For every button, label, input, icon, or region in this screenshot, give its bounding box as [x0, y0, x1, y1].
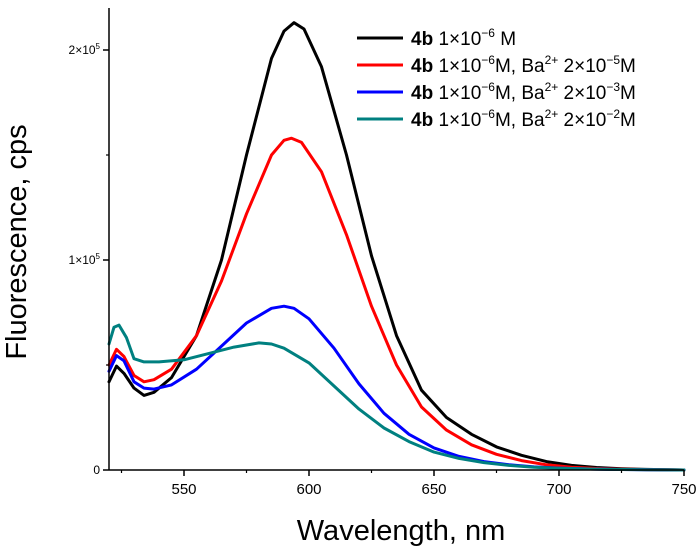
- x-tick-label: 550: [171, 481, 196, 498]
- series-layer: [107, 21, 686, 472]
- legend: 4b 1×10−6 M 4b 1×10−6M, Ba2+ 2×10−5M 4b 1×…: [357, 26, 636, 131]
- x-axis-title: Wavelength, nm: [297, 515, 505, 547]
- y-axis-title: Fluorescence, cps: [1, 124, 33, 359]
- legend-label-4: 4b 1×10−6M, Ba2+ 2×10−2M: [411, 107, 636, 131]
- ticks-layer: 550 600 650 700 750 0 1×105 2×105: [69, 42, 697, 498]
- legend-label-2: 4b 1×10−6M, Ba2+ 2×10−5M: [411, 53, 636, 77]
- x-tick-label: 600: [296, 481, 321, 498]
- legend-label-3: 4b 1×10−6M, Ba2+ 2×10−3M: [411, 80, 636, 104]
- x-tick-label: 700: [546, 481, 571, 498]
- x-tick-label: 750: [671, 481, 696, 498]
- legend-label-1: 4b 1×10−6 M: [411, 26, 516, 50]
- x-tick-label: 650: [421, 481, 446, 498]
- series-line-4: [107, 323, 686, 472]
- y-tick-label: 1×105: [69, 252, 101, 267]
- axes-layer: [108, 8, 684, 471]
- series-line-1: [107, 21, 686, 472]
- series-line-2: [107, 136, 686, 472]
- y-tick-label: 0: [93, 463, 100, 477]
- y-tick-label: 2×105: [69, 42, 101, 57]
